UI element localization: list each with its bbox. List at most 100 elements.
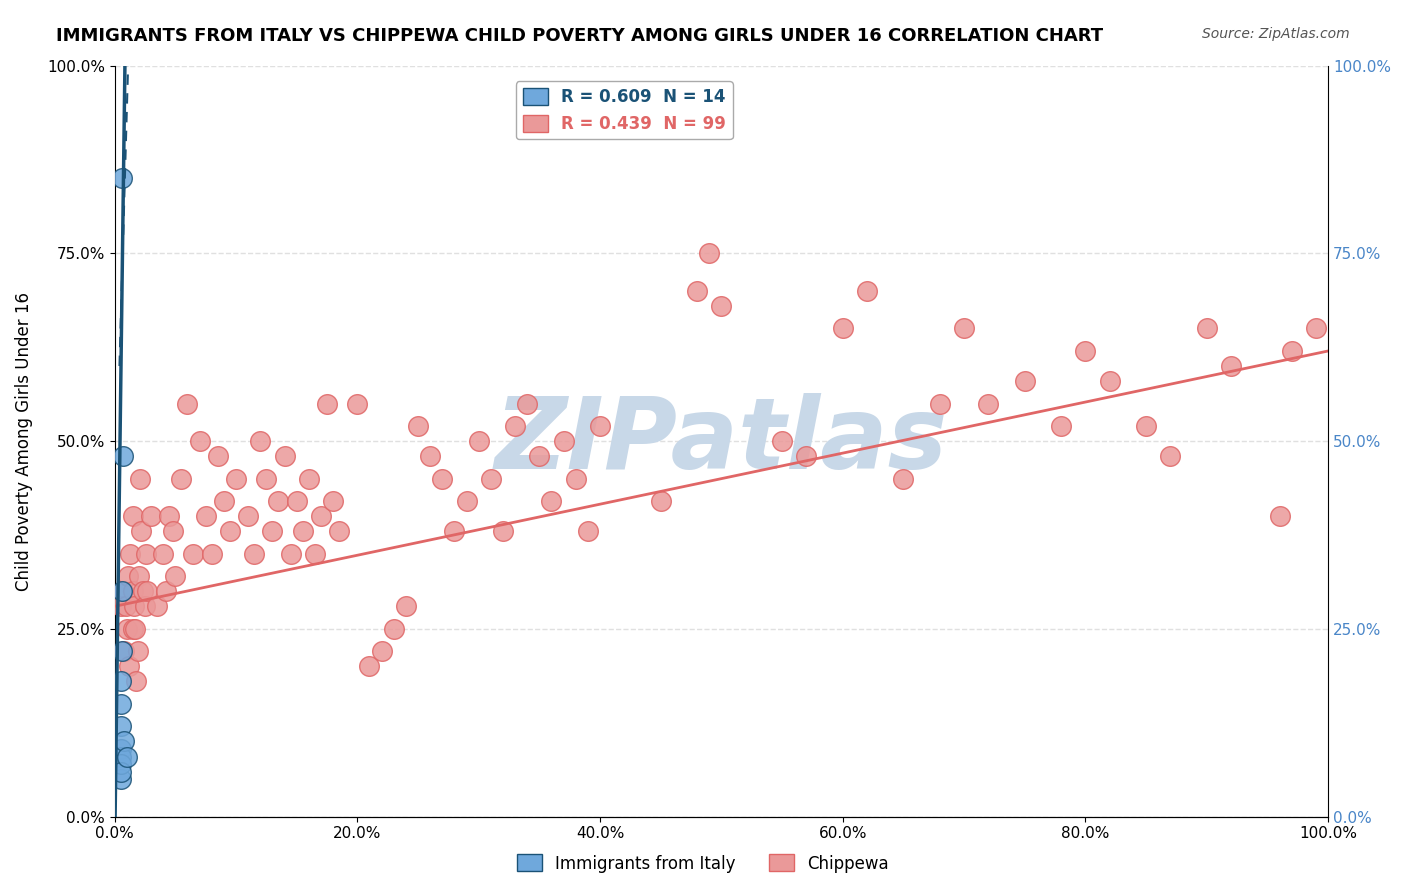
Point: [110, 719, 132, 733]
Point: [118, 659, 141, 673]
Point: [553, 434, 575, 449]
Point: [589, 419, 612, 434]
Point: [121, 584, 143, 599]
Point: [121, 622, 143, 636]
Point: [128, 569, 150, 583]
Point: [322, 494, 344, 508]
Text: ZIPatlas: ZIPatlas: [495, 392, 948, 490]
Point: [794, 449, 817, 463]
Point: [254, 472, 277, 486]
Point: [188, 434, 211, 449]
Point: [110, 764, 132, 779]
Point: [110, 674, 132, 689]
Point: [928, 396, 950, 410]
Point: [207, 449, 229, 463]
Point: [115, 622, 138, 636]
Point: [243, 547, 266, 561]
Point: [146, 599, 169, 614]
Point: [977, 396, 1000, 410]
Point: [1281, 343, 1303, 358]
Point: [953, 321, 976, 335]
Point: [136, 584, 159, 599]
Point: [697, 246, 720, 260]
Point: [285, 494, 308, 508]
Point: [112, 644, 135, 658]
Point: [564, 472, 586, 486]
Point: [267, 494, 290, 508]
Point: [110, 772, 132, 786]
Point: [328, 524, 350, 539]
Point: [152, 547, 174, 561]
Point: [492, 524, 515, 539]
Point: [650, 494, 672, 508]
Point: [309, 509, 332, 524]
Point: [236, 509, 259, 524]
Point: [114, 599, 136, 614]
Point: [183, 547, 205, 561]
Point: [110, 599, 132, 614]
Point: [201, 547, 224, 561]
Point: [157, 509, 180, 524]
Point: [122, 599, 145, 614]
Point: [576, 524, 599, 539]
Point: [304, 547, 326, 561]
Point: [856, 284, 879, 298]
Point: [370, 644, 392, 658]
Point: [134, 599, 156, 614]
Point: [298, 472, 321, 486]
Point: [110, 742, 132, 756]
Point: [516, 396, 538, 410]
Point: [262, 524, 284, 539]
Point: [225, 472, 247, 486]
Y-axis label: Child Poverty Among Girls Under 16: Child Poverty Among Girls Under 16: [15, 292, 32, 591]
Point: [770, 434, 793, 449]
Point: [111, 644, 134, 658]
Point: [165, 569, 187, 583]
Point: [419, 449, 441, 463]
Point: [1074, 343, 1097, 358]
Point: [110, 757, 132, 772]
Text: IMMIGRANTS FROM ITALY VS CHIPPEWA CHILD POVERTY AMONG GIRLS UNDER 16 CORRELATION: IMMIGRANTS FROM ITALY VS CHIPPEWA CHILD …: [56, 27, 1104, 45]
Point: [194, 509, 217, 524]
Point: [1135, 419, 1157, 434]
Point: [456, 494, 478, 508]
Point: [540, 494, 562, 508]
Point: [111, 171, 134, 186]
Legend: R = 0.609  N = 14, R = 0.439  N = 99: R = 0.609 N = 14, R = 0.439 N = 99: [516, 81, 733, 139]
Point: [131, 584, 153, 599]
Point: [135, 547, 157, 561]
Point: [291, 524, 314, 539]
Point: [359, 659, 381, 673]
Point: [155, 584, 177, 599]
Point: [479, 472, 502, 486]
Point: [1098, 374, 1121, 388]
Point: [111, 584, 134, 599]
Point: [112, 449, 135, 463]
Point: [127, 644, 149, 658]
Point: [131, 524, 153, 539]
Point: [432, 472, 454, 486]
Point: [395, 599, 418, 614]
Point: [1220, 359, 1243, 373]
Legend: Immigrants from Italy, Chippewa: Immigrants from Italy, Chippewa: [510, 847, 896, 880]
Point: [273, 449, 295, 463]
Point: [346, 396, 368, 410]
Point: [162, 524, 184, 539]
Point: [529, 449, 551, 463]
Point: [115, 749, 138, 764]
Point: [120, 547, 142, 561]
Point: [170, 472, 193, 486]
Point: [139, 509, 162, 524]
Point: [467, 434, 489, 449]
Point: [1159, 449, 1181, 463]
Text: Source: ZipAtlas.com: Source: ZipAtlas.com: [1202, 27, 1350, 41]
Point: [121, 509, 143, 524]
Point: [382, 622, 405, 636]
Point: [112, 584, 135, 599]
Point: [1268, 509, 1291, 524]
Point: [212, 494, 235, 508]
Point: [110, 697, 132, 711]
Point: [710, 299, 733, 313]
Point: [176, 396, 198, 410]
Point: [831, 321, 853, 335]
